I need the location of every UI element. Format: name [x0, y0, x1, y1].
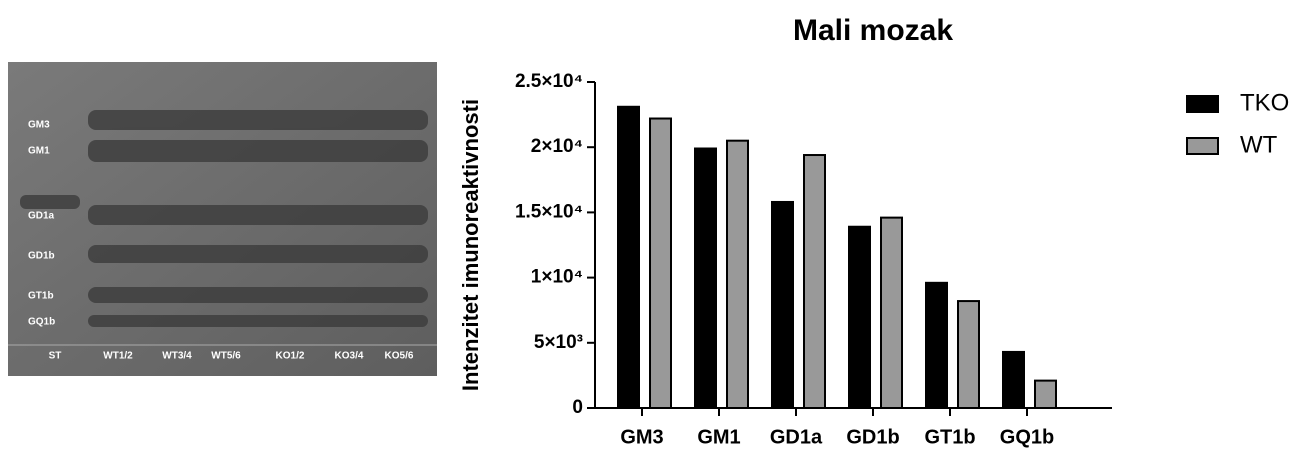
- gel-lane-label: WT3/4: [162, 351, 192, 362]
- y-tick-label: 0: [572, 397, 583, 418]
- gel-band-label: GQ1b: [28, 317, 55, 328]
- legend-swatch: [1186, 95, 1219, 113]
- bar: [771, 200, 794, 409]
- gel-lane-label: ST: [49, 351, 62, 362]
- legend-swatch: [1186, 137, 1219, 155]
- gel-band-label: GD1a: [28, 211, 55, 222]
- legend-label: WT: [1240, 131, 1278, 158]
- gel-lane-label: KO1/2: [276, 351, 305, 362]
- bar: [848, 225, 871, 409]
- gel-band-label: GD1b: [28, 251, 55, 262]
- y-tick-label: 1×10⁴: [531, 267, 583, 288]
- gel-lane-label: WT1/2: [103, 351, 133, 362]
- gel-band-label: GM3: [28, 120, 50, 131]
- gel-band-label: GT1b: [28, 291, 54, 302]
- bar: [925, 281, 948, 410]
- x-tick-label: GM1: [697, 426, 740, 448]
- gel-lane-label: WT5/6: [211, 351, 241, 362]
- gel-lane-label: KO3/4: [335, 351, 364, 362]
- legend-label: TKO: [1240, 89, 1289, 116]
- gel-band-label: GM1: [28, 146, 50, 157]
- chart-title: Mali mozak: [793, 14, 953, 47]
- x-tick-label: GT1b: [924, 426, 975, 448]
- y-tick-label: 1.5×10⁴: [515, 201, 583, 222]
- bar: [1002, 350, 1025, 410]
- y-axis-label: Intenzitet imunoreaktivnosti: [458, 99, 483, 391]
- bar: [726, 139, 749, 409]
- y-tick-label: 2×10⁴: [531, 136, 583, 157]
- bar: [649, 117, 672, 410]
- bar: [803, 154, 826, 409]
- x-tick-label: GM3: [620, 426, 663, 448]
- y-tick-label: 5×10³: [534, 332, 583, 353]
- bar: [617, 105, 640, 409]
- bar: [1034, 379, 1057, 409]
- bar: [957, 300, 980, 409]
- bar: [880, 216, 903, 409]
- gel-image: [8, 62, 437, 376]
- bar: [694, 147, 717, 409]
- x-tick-label: GD1a: [770, 426, 823, 448]
- x-tick-label: GD1b: [846, 426, 899, 448]
- y-tick-label: 2.5×10⁴: [515, 71, 583, 92]
- gel-lane-label: KO5/6: [385, 351, 414, 362]
- x-tick-label: GQ1b: [1000, 426, 1054, 448]
- gel-bands: [20, 110, 428, 327]
